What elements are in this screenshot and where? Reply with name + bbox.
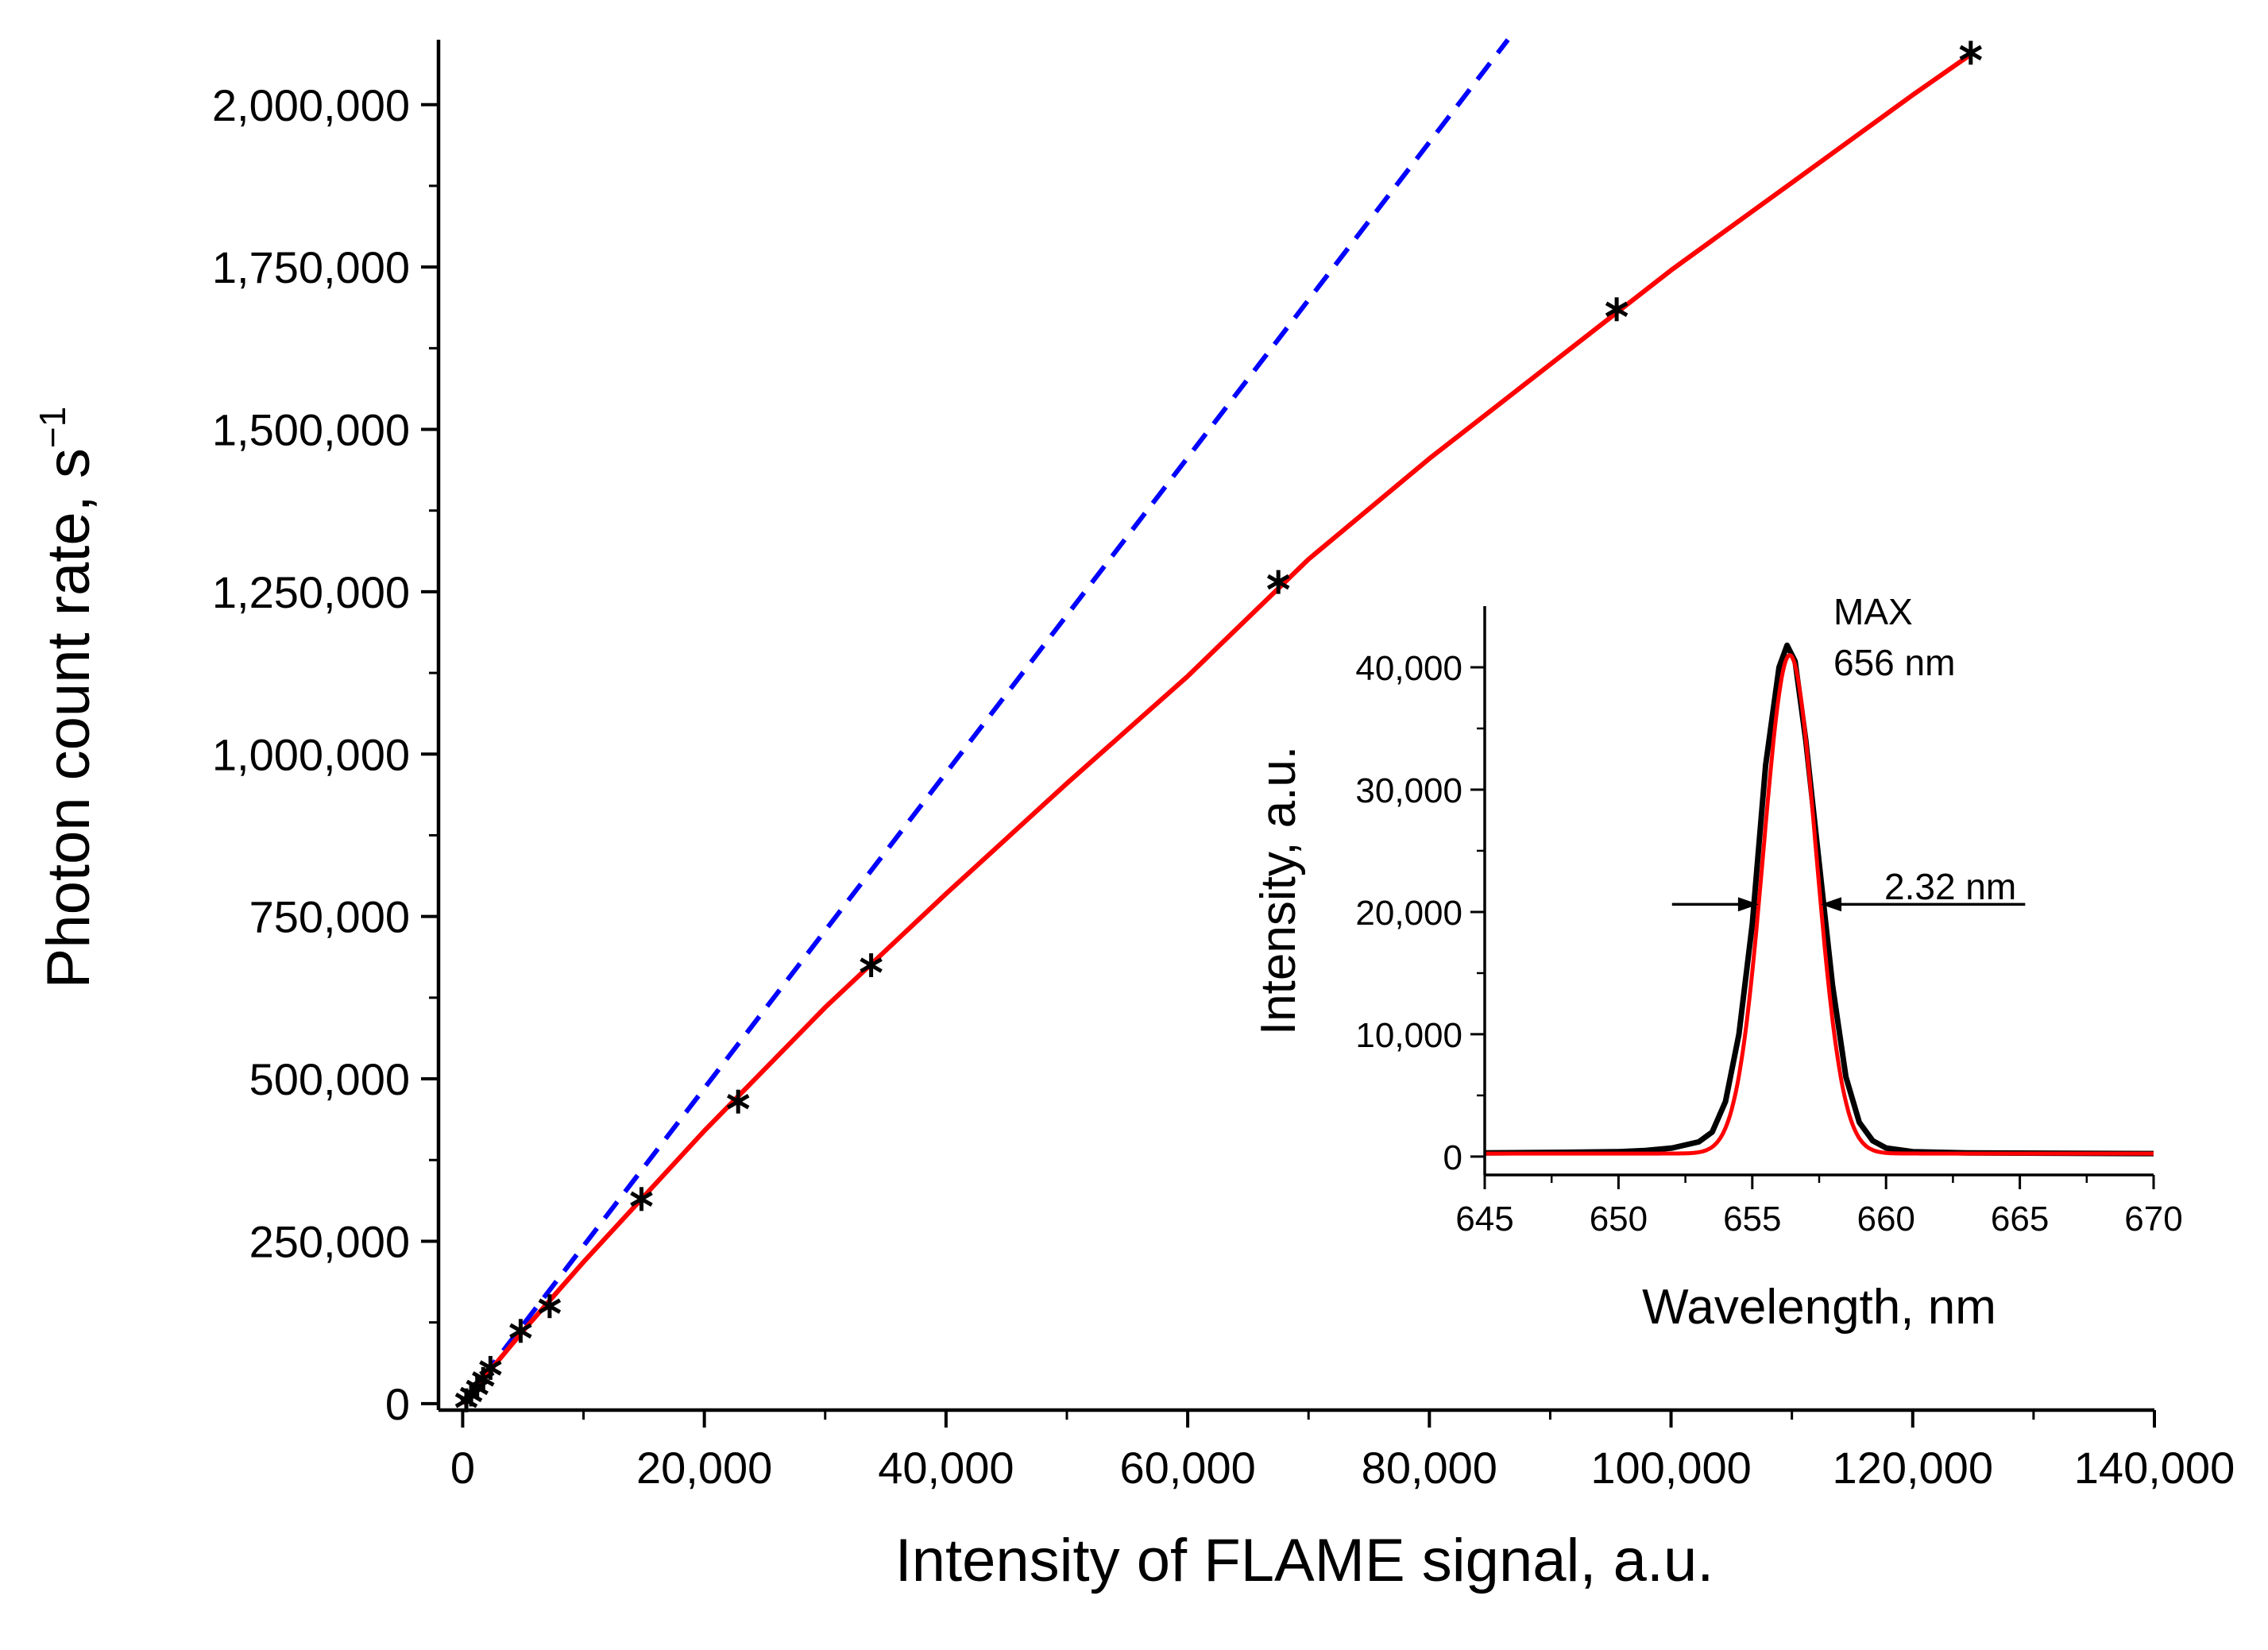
asterisk-stroke — [860, 957, 883, 973]
inset-x-tick-label: 650 — [1590, 1200, 1648, 1238]
inset-max-value: 656 nm — [1833, 642, 1955, 683]
asterisk-stroke — [472, 1371, 495, 1387]
asterisk-stroke — [454, 1393, 478, 1408]
inset-y-tick-label: 20,000 — [1355, 894, 1462, 933]
asterisk-stroke — [1605, 301, 1629, 317]
data-point-asterisk — [860, 953, 883, 977]
main-series-layer — [461, 38, 1975, 1405]
main-axes: 0 20,000 40,000 60,000 80,000 100,000 120,000 1… — [212, 40, 2235, 1493]
inset-x-tick-label: 655 — [1723, 1200, 1781, 1238]
fit-curve — [461, 50, 1975, 1405]
main-x-tick-label: 140,000 — [2074, 1443, 2235, 1493]
asterisk-stroke — [509, 1323, 532, 1339]
inset-y-tick-label: 40,000 — [1355, 649, 1462, 688]
data-point-asterisk — [509, 1319, 532, 1343]
data-point-asterisk — [479, 1355, 502, 1380]
main-x-tick-label: 60,000 — [1119, 1443, 1255, 1493]
data-point-asterisk — [1605, 297, 1629, 322]
inset-x-axis-label: Wavelength, nm — [1642, 1280, 1996, 1335]
asterisk-stroke — [1266, 574, 1290, 590]
data-point-asterisk — [1959, 41, 1983, 65]
main-x-tick-label: 0 — [450, 1443, 475, 1493]
inset-max-label: MAX — [1833, 591, 1913, 632]
main-y-tick-label: 1,500,000 — [212, 405, 410, 455]
linear-extrapolation-line — [461, 38, 1510, 1405]
inset-x-tick-label: 645 — [1455, 1200, 1513, 1238]
data-point-asterisk — [538, 1294, 562, 1319]
main-y-axis-label: Photon count rate, s−1 — [32, 407, 102, 989]
main-y-axis-label-text: Photon count rate, s — [35, 448, 102, 988]
asterisk-stroke — [538, 1298, 562, 1314]
inset-y-tick-label: 0 — [1443, 1138, 1462, 1177]
inset-x-tick-label: 670 — [2124, 1200, 2182, 1238]
main-marker-layer — [454, 41, 1983, 1412]
main-y-tick-label: 1,750,000 — [212, 242, 410, 292]
fwhm-right-arrowhead — [1821, 897, 1842, 912]
data-point-asterisk — [630, 1187, 653, 1211]
inset-fwhm-label: 2.32 nm — [1884, 866, 2016, 907]
main-plot: 0 20,000 40,000 60,000 80,000 100,000 120,000 1… — [32, 38, 2235, 1594]
main-y-tick-label: 1,250,000 — [212, 567, 410, 617]
main-y-tick-label: 500,000 — [249, 1054, 410, 1104]
gaussian-fit-curve — [1484, 653, 2154, 1156]
main-x-axis-label: Intensity of FLAME signal, a.u. — [895, 1527, 1714, 1594]
main-y-axis-label-superscript: −1 — [32, 407, 73, 448]
main-x-tick-label: 20,000 — [636, 1443, 772, 1493]
main-y-tick-label: 2,000,000 — [212, 80, 410, 130]
data-point-asterisk — [726, 1089, 750, 1114]
fwhm-left-arrowhead — [1737, 897, 1759, 912]
asterisk-stroke — [479, 1360, 502, 1376]
main-x-tick-label: 100,000 — [1590, 1443, 1751, 1493]
asterisk-stroke — [630, 1191, 653, 1207]
main-x-tick-label: 40,000 — [878, 1443, 1014, 1493]
inset-series-layer — [1484, 642, 2154, 1157]
main-y-tick-label: 750,000 — [249, 892, 410, 942]
inset-x-tick-label: 665 — [1991, 1200, 2049, 1238]
asterisk-stroke — [1959, 44, 1983, 61]
inset-y-axis-label: Intensity, a.u. — [1251, 746, 1306, 1035]
main-x-tick-label: 120,000 — [1833, 1443, 1993, 1493]
inset-y-tick-label: 10,000 — [1355, 1016, 1462, 1055]
inset-axes: 645 650 655 660 665 670 0 10,000 20,000 30,000 40,… — [1355, 606, 2183, 1238]
asterisk-stroke — [726, 1094, 750, 1110]
main-x-tick-label: 80,000 — [1362, 1443, 1497, 1493]
asterisk-stroke — [466, 1379, 489, 1396]
inset-plot: 645 650 655 660 665 670 0 10,000 20,000 30,000 40,… — [1251, 591, 2183, 1335]
spectrum-curve — [1484, 642, 2154, 1157]
inset-x-tick-label: 660 — [1857, 1200, 1914, 1238]
fwhm-indicator — [1671, 897, 2026, 912]
inset-y-tick-label: 30,000 — [1355, 771, 1462, 810]
main-y-tick-label: 1,000,000 — [212, 729, 410, 779]
data-point-asterisk — [1266, 570, 1290, 594]
main-y-tick-label: 0 — [385, 1379, 410, 1429]
main-y-tick-label: 250,000 — [249, 1216, 410, 1266]
